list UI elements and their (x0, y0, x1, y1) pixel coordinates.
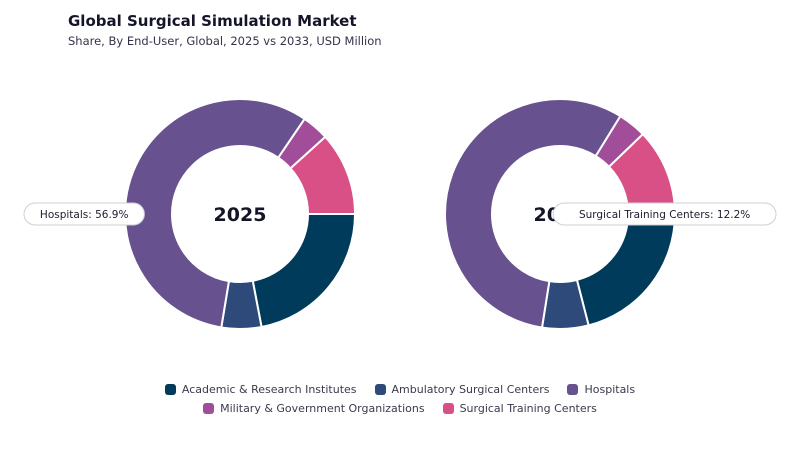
legend-swatch (567, 384, 579, 395)
legend-item-training[interactable]: Surgical Training Centers (442, 402, 597, 415)
donut-slice-2025-hospitals[interactable] (124, 98, 307, 329)
legend-label: Surgical Training Centers (459, 402, 597, 415)
callout-box (23, 202, 145, 226)
chart-subtitle: Share, By End-User, Global, 2025 vs 2033… (68, 34, 382, 48)
legend-item-military[interactable]: Military & Government Organizations (203, 402, 425, 415)
donut-slice-2025-academic[interactable] (251, 213, 357, 329)
callout-2025: Hospitals: 56.9% (23, 202, 145, 226)
legend-swatch (374, 384, 386, 395)
legend-label: Hospitals (584, 383, 636, 396)
callout-text: Hospitals: 56.9% (40, 209, 129, 221)
donut-center-label: 2025 (214, 204, 267, 226)
legend-swatch (164, 384, 176, 395)
legend: Academic & Research Institutes Ambulator… (0, 383, 800, 415)
legend-swatch (203, 403, 215, 414)
legend-item-ambulatory[interactable]: Ambulatory Surgical Centers (374, 383, 550, 396)
legend-item-hospitals[interactable]: Hospitals (567, 383, 635, 396)
legend-label: Academic & Research Institutes (181, 383, 357, 396)
callout-text: Surgical Training Centers: 12.2% (579, 209, 750, 221)
legend-label: Ambulatory Surgical Centers (391, 383, 550, 396)
donut-slice-2025-training[interactable] (289, 135, 357, 215)
chart-title: Global Surgical Simulation Market (68, 12, 357, 30)
legend-swatch (442, 403, 454, 414)
legend-label: Military & Government Organizations (220, 402, 425, 415)
legend-item-academic[interactable]: Academic & Research Institutes (164, 383, 357, 396)
donut-slice-2033-hospitals[interactable] (444, 98, 622, 329)
callout-2033: Surgical Training Centers: 12.2% (552, 202, 777, 226)
donut-slice-2033-academic[interactable] (575, 213, 677, 327)
callout-box (552, 202, 777, 226)
